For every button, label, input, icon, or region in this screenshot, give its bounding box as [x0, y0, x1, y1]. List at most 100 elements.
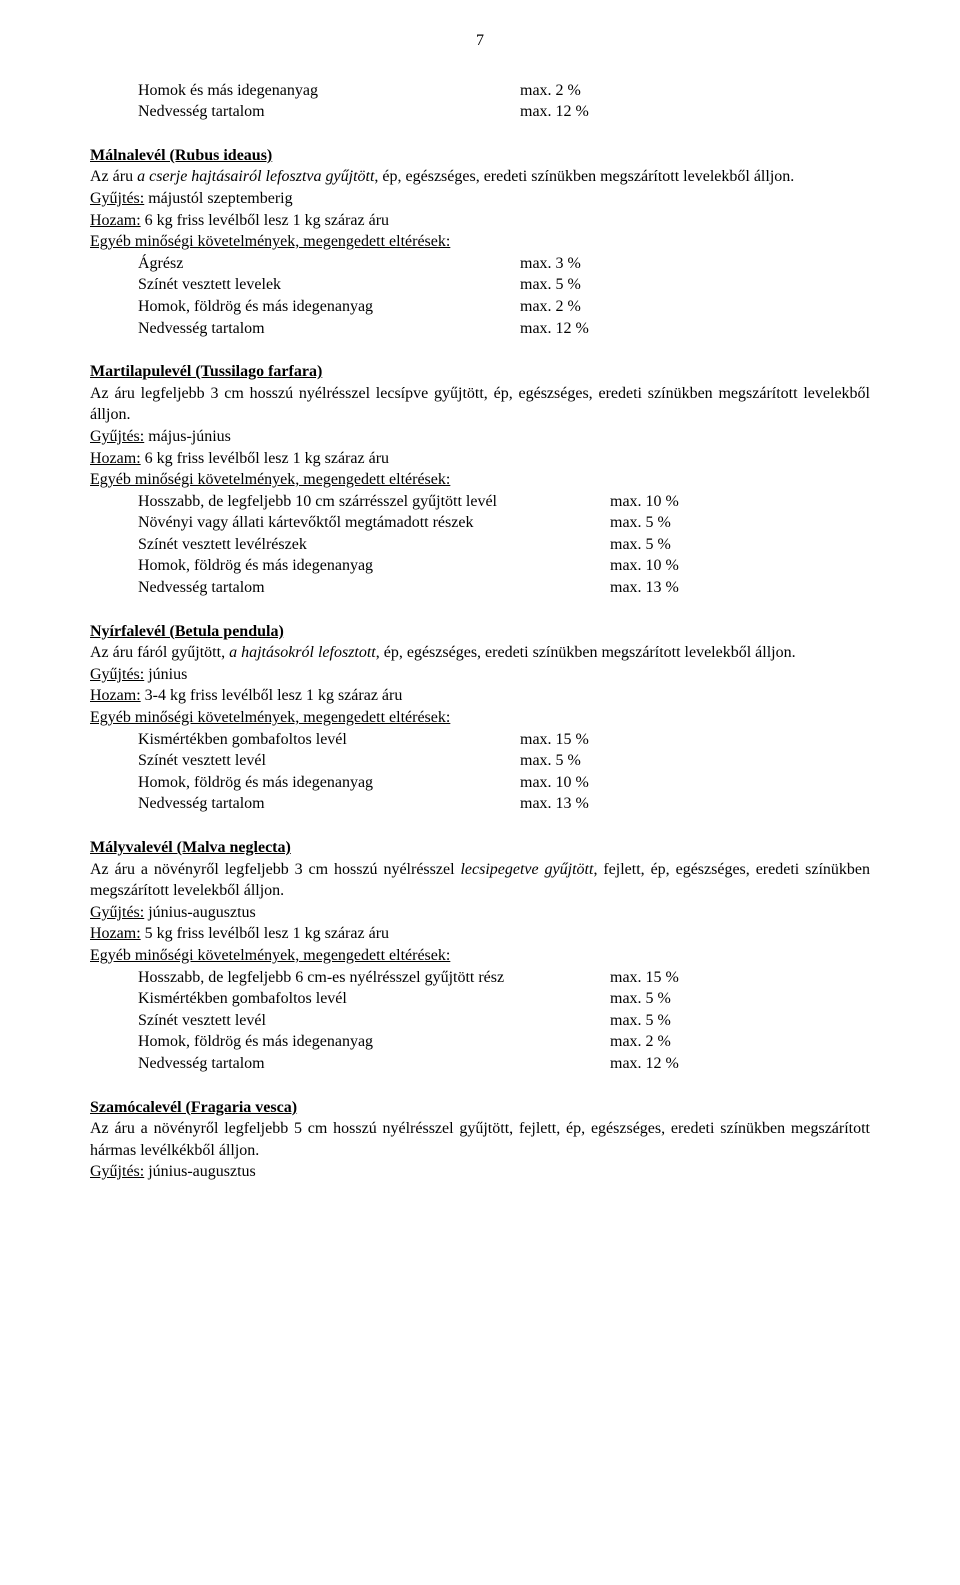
spec-label: Nedvesség tartalom: [90, 793, 520, 815]
spec-row: Növényi vagy állati kártevőktől megtámad…: [90, 512, 870, 534]
spec-label: Növényi vagy állati kártevőktől megtámad…: [90, 512, 610, 534]
collect-label: Gyűjtés:: [90, 666, 144, 683]
yield-line: Hozam: 6 kg friss levélből lesz 1 kg szá…: [90, 210, 870, 232]
section: Málnalevél (Rubus ideaus) Az áru a cserje…: [90, 145, 870, 339]
spec-row: Színét vesztett levélmax. 5 %: [90, 750, 870, 772]
spec-value: max. 2 %: [520, 296, 581, 318]
section-desc: Az áru a növényről legfeljebb 3 cm hossz…: [90, 859, 870, 902]
yield-line: Hozam: 3-4 kg friss levélből lesz 1 kg s…: [90, 685, 870, 707]
spec-value: max. 2 %: [520, 80, 581, 102]
spec-row: Homok, földrög és más idegenanyagmax. 10…: [90, 555, 870, 577]
spec-label: Nedvesség tartalom: [90, 318, 520, 340]
yield-value: 6 kg friss levélből lesz 1 kg száraz áru: [141, 212, 389, 229]
yield-value: 6 kg friss levélből lesz 1 kg száraz áru: [141, 450, 389, 467]
section-desc: Az áru a növényről legfeljebb 5 cm hossz…: [90, 1118, 870, 1161]
spec-label: Színét vesztett levél: [90, 1010, 610, 1032]
page-number: 7: [90, 30, 870, 52]
spec-row: Színét vesztett levélrészekmax. 5 %: [90, 534, 870, 556]
spec-label: Homok, földrög és más idegenanyag: [90, 772, 520, 794]
spec-row: Nedvesség tartalommax. 12 %: [90, 1053, 870, 1075]
yield-value: 3-4 kg friss levélből lesz 1 kg száraz á…: [141, 687, 403, 704]
section: Martilapulevél (Tussilago farfara) Az áru…: [90, 361, 870, 599]
section-heading: Málnalevél (Rubus ideaus): [90, 147, 272, 164]
spec-label: Ágrész: [90, 253, 520, 275]
spec-row: Kismértékben gombafoltos levélmax. 15 %: [90, 729, 870, 751]
spec-row: Homok, földrög és más idegenanyagmax. 2 …: [90, 296, 870, 318]
spec-label: Színét vesztett levélrészek: [90, 534, 610, 556]
spec-value: max. 10 %: [610, 555, 679, 577]
spec-label: Színét vesztett levelek: [90, 274, 520, 296]
section-heading: Mályvalevél (Malva neglecta): [90, 839, 291, 856]
yield-label: Hozam:: [90, 925, 141, 942]
requirements-label: Egyéb minőségi követelmények, megengedet…: [90, 471, 450, 488]
spec-label: Hosszabb, de legfeljebb 10 cm szárréssze…: [90, 491, 610, 513]
section-desc: Az áru fáról gyűjtött, a hajtásokról lef…: [90, 642, 870, 664]
collect-line: Gyűjtés: június-augusztus: [90, 902, 870, 924]
spec-value: max. 10 %: [610, 491, 679, 513]
collect-line: Gyűjtés: június: [90, 664, 870, 686]
spec-row: Nedvesség tartalommax. 12 %: [90, 318, 870, 340]
collect-value: június: [144, 666, 187, 683]
spec-value: max. 5 %: [610, 534, 671, 556]
spec-label: Hosszabb, de legfeljebb 6 cm-es nyélréss…: [90, 967, 610, 989]
spec-value: max. 2 %: [610, 1031, 671, 1053]
collect-value: június-augusztus: [144, 904, 256, 921]
spec-label: Kismértékben gombafoltos levél: [90, 988, 610, 1010]
section-heading: Nyírfalevél (Betula pendula): [90, 623, 284, 640]
spec-label: Homok, földrög és más idegenanyag: [90, 296, 520, 318]
section: Nyírfalevél (Betula pendula) Az áru fáról…: [90, 621, 870, 815]
spec-value: max. 13 %: [610, 577, 679, 599]
section-desc: Az áru legfeljebb 3 cm hosszú nyélréssze…: [90, 383, 870, 426]
spec-value: max. 12 %: [610, 1053, 679, 1075]
yield-label: Hozam:: [90, 687, 141, 704]
collect-label: Gyűjtés:: [90, 190, 144, 207]
yield-label: Hozam:: [90, 212, 141, 229]
collect-line: Gyűjtés: májustól szeptemberig: [90, 188, 870, 210]
spec-value: max. 10 %: [520, 772, 589, 794]
spec-value: max. 13 %: [520, 793, 589, 815]
intro-block: Homok és más idegenanyagmax. 2 %Nedvessé…: [90, 80, 870, 123]
spec-value: max. 12 %: [520, 318, 589, 340]
yield-line: Hozam: 5 kg friss levélből lesz 1 kg szá…: [90, 923, 870, 945]
spec-row: Színét vesztett levelekmax. 5 %: [90, 274, 870, 296]
collect-label: Gyűjtés:: [90, 904, 144, 921]
spec-value: max. 15 %: [520, 729, 589, 751]
spec-label: Nedvesség tartalom: [90, 577, 610, 599]
spec-row: Homok, földrög és más idegenanyagmax. 2 …: [90, 1031, 870, 1053]
section-desc: Az áru a cserje hajtásairól lefosztva gy…: [90, 166, 870, 188]
spec-value: max. 5 %: [520, 750, 581, 772]
spec-row: Hosszabb, de legfeljebb 6 cm-es nyélréss…: [90, 967, 870, 989]
collect-value: májustól szeptemberig: [144, 190, 292, 207]
collect-label: Gyűjtés:: [90, 428, 144, 445]
spec-label: Homok, földrög és más idegenanyag: [90, 1031, 610, 1053]
collect-label: Gyűjtés:: [90, 1163, 144, 1180]
collect-line: Gyűjtés: május-június: [90, 426, 870, 448]
spec-value: max. 5 %: [610, 512, 671, 534]
spec-label: Homok, földrög és más idegenanyag: [90, 555, 610, 577]
requirements-label: Egyéb minőségi követelmények, megengedet…: [90, 233, 450, 250]
requirements-label: Egyéb minőségi követelmények, megengedet…: [90, 947, 450, 964]
collect-value: június-augusztus: [144, 1163, 256, 1180]
spec-label: Nedvesség tartalom: [90, 1053, 610, 1075]
section-heading: Szamócalevél (Fragaria vesca): [90, 1099, 297, 1116]
spec-row: Nedvesség tartalommax. 12 %: [90, 101, 870, 123]
spec-row: Színét vesztett levélmax. 5 %: [90, 1010, 870, 1032]
section-heading: Martilapulevél (Tussilago farfara): [90, 363, 322, 380]
spec-value: max. 5 %: [520, 274, 581, 296]
spec-row: Kismértékben gombafoltos levélmax. 5 %: [90, 988, 870, 1010]
spec-label: Nedvesség tartalom: [90, 101, 520, 123]
spec-label: Homok és más idegenanyag: [90, 80, 520, 102]
spec-value: max. 5 %: [610, 1010, 671, 1032]
spec-row: Homok, földrög és más idegenanyagmax. 10…: [90, 772, 870, 794]
section: Mályvalevél (Malva neglecta) Az áru a növ…: [90, 837, 870, 1075]
last-section: Szamócalevél (Fragaria vesca) Az áru a n…: [90, 1097, 870, 1183]
spec-value: max. 15 %: [610, 967, 679, 989]
spec-row: Nedvesség tartalommax. 13 %: [90, 793, 870, 815]
requirements-label: Egyéb minőségi követelmények, megengedet…: [90, 709, 450, 726]
spec-value: max. 5 %: [610, 988, 671, 1010]
spec-value: max. 12 %: [520, 101, 589, 123]
spec-row: Homok és más idegenanyagmax. 2 %: [90, 80, 870, 102]
yield-label: Hozam:: [90, 450, 141, 467]
spec-value: max. 3 %: [520, 253, 581, 275]
collect-value: május-június: [144, 428, 231, 445]
